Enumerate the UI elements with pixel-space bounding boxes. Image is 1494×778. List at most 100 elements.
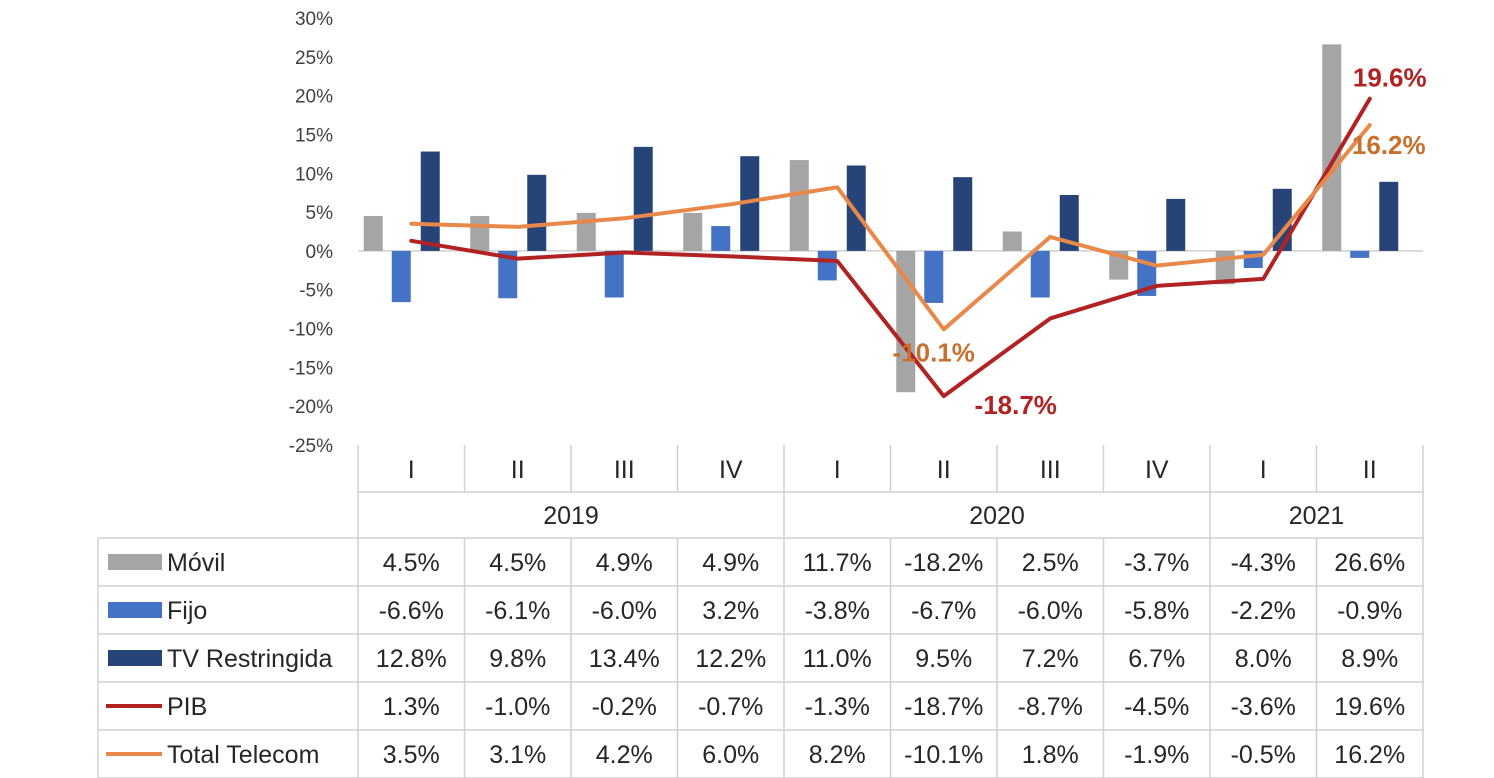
table-cell: -4.5%	[1124, 693, 1189, 721]
bar-m-vil	[1322, 44, 1342, 251]
data-annotation: -18.7%	[975, 390, 1057, 420]
table-cell: 6.0%	[702, 741, 759, 769]
bar-m-vil	[683, 212, 703, 251]
table-cell: -6.0%	[1018, 597, 1083, 625]
table-cell: -5.8%	[1124, 597, 1189, 625]
table-cell: 1.3%	[383, 693, 440, 721]
y-tick-label: 5%	[306, 203, 334, 224]
bar-m-vil	[470, 215, 490, 251]
table-cell: 4.5%	[489, 549, 546, 577]
x-tick-label: I	[834, 456, 841, 484]
table-cell: 3.1%	[489, 741, 546, 769]
table-cell: 2.5%	[1022, 549, 1079, 577]
y-tick-label: 20%	[295, 87, 333, 108]
table-cell: -6.6%	[379, 597, 444, 625]
y-tick-label: 10%	[295, 164, 333, 185]
table-cell: 3.5%	[383, 741, 440, 769]
table-cell: 8.2%	[809, 741, 866, 769]
y-tick-label: -5%	[299, 281, 333, 302]
table-cell: -3.6%	[1231, 693, 1296, 721]
bar-tv-restringida	[1379, 181, 1399, 251]
data-annotation: 19.6%	[1353, 63, 1427, 93]
legend-key	[108, 650, 162, 666]
table-cell: -0.5%	[1231, 741, 1296, 769]
year-label: 2020	[969, 502, 1025, 530]
bar-fijo	[498, 250, 518, 299]
table-cell: -18.2%	[904, 549, 983, 577]
bar-tv-restringida	[1166, 198, 1186, 251]
x-tick-label: II	[1363, 456, 1377, 484]
table-cell: 4.2%	[596, 741, 653, 769]
y-tick-label: -25%	[289, 436, 333, 457]
y-tick-label: 0%	[306, 242, 334, 263]
bar-tv-restringida	[1059, 195, 1079, 251]
table-cell: -2.2%	[1231, 597, 1296, 625]
table-cell: 12.8%	[376, 645, 447, 673]
x-tick-label: III	[614, 456, 635, 484]
legend-key	[108, 554, 162, 570]
x-tick-label: II	[937, 456, 951, 484]
table-cell: 16.2%	[1334, 741, 1405, 769]
table-cell: 4.9%	[702, 549, 759, 577]
table-cell: -1.9%	[1124, 741, 1189, 769]
table-cell: -3.8%	[805, 597, 870, 625]
legend-label: PIB	[167, 693, 207, 721]
y-tick-label: 30%	[295, 9, 333, 30]
bar-fijo	[817, 250, 837, 281]
table-cell: 6.7%	[1128, 645, 1185, 673]
table-cell: 1.8%	[1022, 741, 1079, 769]
table-cell: -6.0%	[592, 597, 657, 625]
table-cell: 7.2%	[1022, 645, 1079, 673]
bar-tv-restringida	[740, 156, 760, 251]
bar-fijo	[924, 250, 944, 303]
table-cell: 11.0%	[803, 645, 872, 673]
table-cell: -0.2%	[592, 693, 657, 721]
bar-fijo	[711, 226, 731, 251]
y-tick-label: 25%	[295, 48, 333, 69]
table-cell: 12.2%	[695, 645, 766, 673]
bar-fijo	[1030, 250, 1050, 298]
x-tick-label: I	[408, 456, 415, 484]
table-cell: -3.7%	[1124, 549, 1189, 577]
year-label: 2021	[1289, 502, 1345, 530]
table-cell: 9.5%	[915, 645, 972, 673]
legend-label: TV Restringida	[167, 645, 332, 673]
line-total-telecom	[409, 123, 1372, 332]
y-tick-label: -15%	[289, 358, 333, 379]
bar-m-vil	[1002, 231, 1022, 251]
bar-fijo	[391, 250, 411, 303]
legend-key	[108, 602, 162, 618]
bar-tv-restringida	[846, 165, 866, 251]
bar-tv-restringida	[527, 174, 547, 251]
table-cell: -6.7%	[911, 597, 976, 625]
bar-fijo	[1350, 250, 1370, 258]
table-cell: 26.6%	[1334, 549, 1405, 577]
x-tick-label: III	[1040, 456, 1061, 484]
bar-tv-restringida	[953, 177, 973, 251]
table-cell: 11.7%	[803, 549, 872, 577]
table-cell: 4.9%	[596, 549, 653, 577]
bar-tv-restringida	[420, 151, 440, 251]
table-cell: -18.7%	[904, 693, 983, 721]
table-cell: -10.1%	[904, 741, 983, 769]
table-cell: 3.2%	[702, 597, 759, 625]
x-tick-label: II	[511, 456, 525, 484]
bar-m-vil	[363, 215, 383, 251]
table-cell: -1.3%	[805, 693, 870, 721]
data-annotation: 16.2%	[1352, 130, 1426, 160]
y-tick-label: -20%	[289, 397, 333, 418]
table-cell: 4.5%	[383, 549, 440, 577]
bar-m-vil	[789, 160, 809, 251]
bar-fijo	[604, 250, 624, 298]
data-annotation: -10.1%	[893, 337, 975, 367]
table-cell: -6.1%	[485, 597, 550, 625]
table-cell: -0.9%	[1337, 597, 1402, 625]
table-cell: 9.8%	[489, 645, 546, 673]
x-tick-label: IV	[1145, 456, 1169, 484]
table-cell: -8.7%	[1018, 693, 1083, 721]
x-tick-label: I	[1260, 456, 1267, 484]
y-tick-label: -10%	[289, 320, 333, 341]
bar-tv-restringida	[633, 146, 653, 251]
table-cell: 8.9%	[1341, 645, 1398, 673]
